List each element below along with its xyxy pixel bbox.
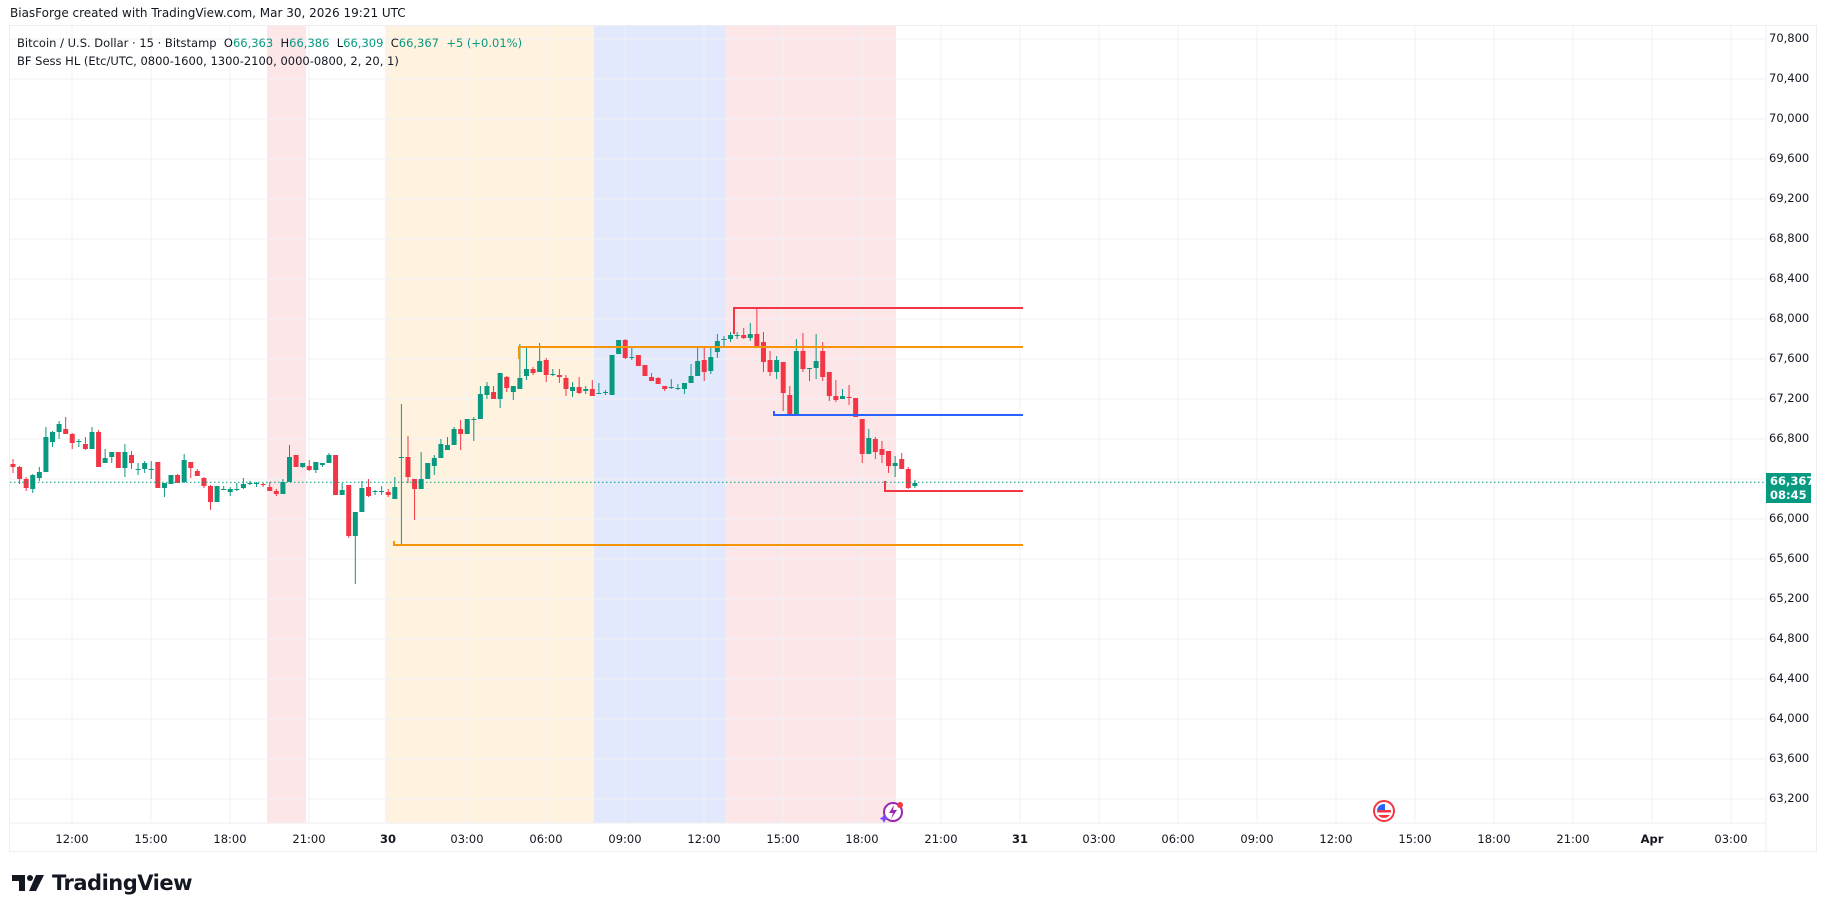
time-tick-label: 21:00 (924, 832, 958, 846)
price-tick-label: 69,600 (1769, 151, 1810, 165)
time-tick-label: 15:00 (134, 832, 168, 846)
bar-countdown: 08:45 (1770, 488, 1807, 502)
price-tick-label: 70,400 (1769, 71, 1810, 85)
time-tick-label: 03:00 (450, 832, 484, 846)
time-tick-label: Apr (1640, 832, 1664, 846)
price-tick-label: 65,200 (1769, 591, 1810, 605)
crypto-event-icon[interactable] (879, 799, 905, 829)
high-value: 66,386 (289, 36, 330, 50)
time-tick-label: 06:00 (529, 832, 563, 846)
time-tick-label: 09:00 (608, 832, 642, 846)
tradingview-logo-icon (12, 875, 44, 891)
chart-credit: BiasForge created with TradingView.com, … (10, 6, 406, 20)
price-tick-label: 66,800 (1769, 431, 1810, 445)
session-background (267, 26, 306, 823)
brand-name: TradingView (52, 871, 192, 895)
session-background (385, 26, 594, 823)
open-value: 66,363 (232, 36, 274, 50)
time-tick-label: 30 (379, 832, 397, 846)
price-tick-label: 63,600 (1769, 751, 1810, 765)
price-tick-label: 66,000 (1769, 511, 1810, 525)
time-tick-label: 09:00 (1240, 832, 1274, 846)
time-tick-label: 31 (1011, 832, 1029, 846)
price-tick-label: 64,000 (1769, 711, 1810, 725)
time-tick-label: 12:00 (687, 832, 721, 846)
chart-legend: Bitcoin / U.S. Dollar · 15 · Bitstamp O6… (17, 34, 522, 70)
price-tick-label: 70,000 (1769, 111, 1810, 125)
price-tick-label: 65,600 (1769, 551, 1810, 565)
price-tick-label: 68,000 (1769, 311, 1810, 325)
price-tick-label: 64,400 (1769, 671, 1810, 685)
low-value: 66,309 (343, 36, 384, 50)
price-tick-label: 63,200 (1769, 791, 1810, 805)
time-tick-label: 21:00 (1556, 832, 1590, 846)
session-background (725, 26, 896, 823)
price-tick-label: 68,400 (1769, 271, 1810, 285)
symbol-title: Bitcoin / U.S. Dollar · 15 · Bitstamp (17, 36, 217, 50)
last-price-badge: 66,367 08:45 (1766, 473, 1815, 503)
symbol-legend-row[interactable]: Bitcoin / U.S. Dollar · 15 · Bitstamp O6… (17, 36, 523, 50)
time-tick-label: 18:00 (1477, 832, 1511, 846)
time-tick-label: 15:00 (766, 832, 800, 846)
price-tick-label: 67,600 (1769, 351, 1810, 365)
tradingview-logo[interactable]: TradingView (12, 871, 192, 895)
time-tick-label: 12:00 (1319, 832, 1353, 846)
us-flag-event-icon[interactable] (1372, 799, 1396, 827)
price-tick-label: 68,800 (1769, 231, 1810, 245)
time-tick-label: 06:00 (1161, 832, 1195, 846)
price-tick-label: 64,800 (1769, 631, 1810, 645)
time-tick-label: 18:00 (213, 832, 247, 846)
time-tick-label: 21:00 (292, 832, 326, 846)
session-background (594, 26, 725, 823)
time-tick-label: 18:00 (845, 832, 879, 846)
chart-frame (9, 25, 1817, 852)
time-tick-label: 03:00 (1714, 832, 1748, 846)
indicator-legend-row[interactable]: BF Sess HL (Etc/UTC, 0800-1600, 1300-210… (17, 54, 399, 68)
price-tick-label: 67,200 (1769, 391, 1810, 405)
price-tick-label: 69,200 (1769, 191, 1810, 205)
close-value: 66,367 (398, 36, 439, 50)
time-tick-label: 03:00 (1082, 832, 1116, 846)
last-price-value: 66,367 (1770, 474, 1815, 488)
time-tick-label: 12:00 (55, 832, 89, 846)
price-tick-label: 70,800 (1769, 31, 1810, 45)
time-tick-label: 15:00 (1398, 832, 1432, 846)
change-value: +5 (+0.01%) (446, 36, 523, 50)
